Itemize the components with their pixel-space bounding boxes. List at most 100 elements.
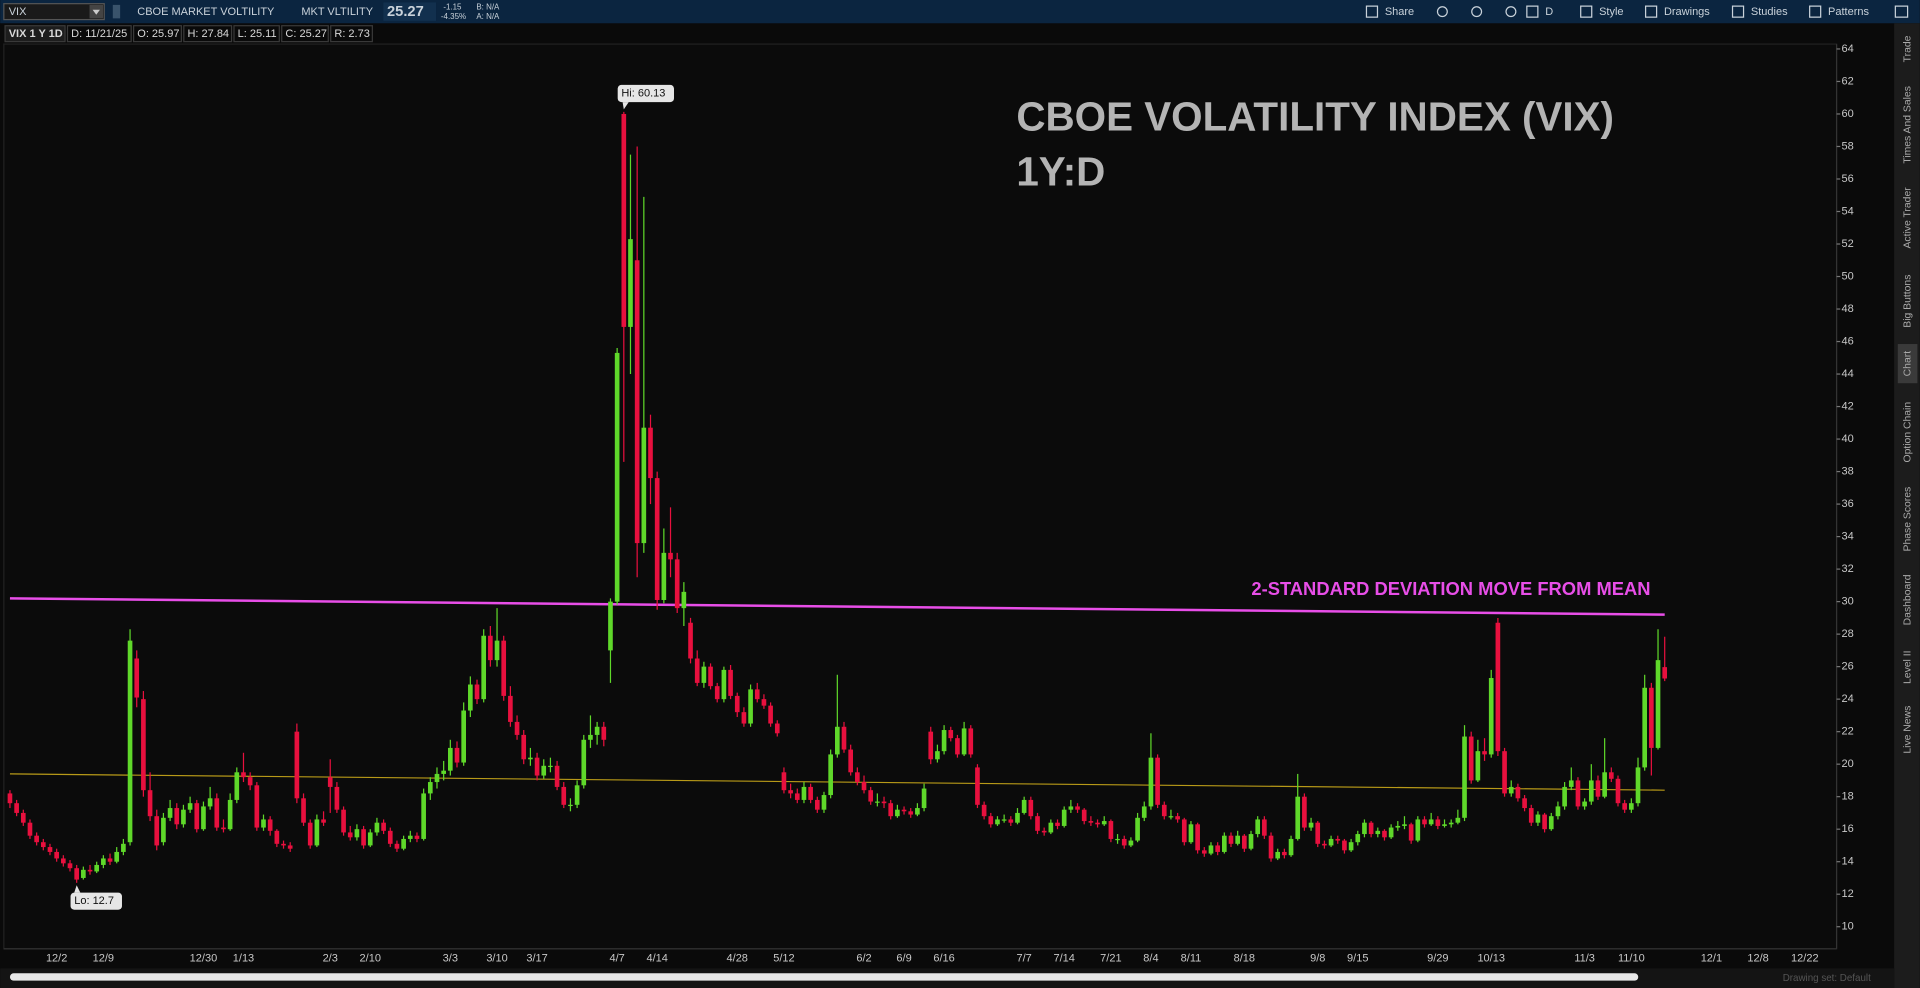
toolbar-icon[interactable] bbox=[1365, 5, 1379, 18]
candle-body bbox=[1355, 834, 1361, 843]
side-tab-label[interactable]: Phase Scores bbox=[1902, 487, 1913, 552]
side-tab-label[interactable]: Level II bbox=[1902, 650, 1913, 684]
annotation: 2-STANDARD DEVIATION MOVE FROM MEAN bbox=[1251, 578, 1650, 599]
toolbar-button[interactable]: Studies bbox=[1751, 6, 1788, 18]
side-tab[interactable]: Option Chain bbox=[1902, 402, 1913, 463]
menu-button[interactable] bbox=[1894, 5, 1909, 18]
side-tab[interactable]: Chart bbox=[1897, 344, 1918, 384]
toolbar-icon-button[interactable] bbox=[1471, 6, 1483, 18]
candle-body bbox=[528, 757, 533, 760]
toolbar-icon[interactable] bbox=[1580, 5, 1593, 18]
x-tick-label: 8/11 bbox=[1181, 953, 1202, 965]
toolbar-icon[interactable] bbox=[1644, 5, 1658, 18]
candle-body bbox=[1555, 806, 1561, 817]
side-tab[interactable]: Level II bbox=[1902, 650, 1913, 684]
candle-body bbox=[1021, 799, 1027, 813]
y-tick-label: 38 bbox=[1841, 465, 1853, 477]
side-tab[interactable]: Trade bbox=[1902, 35, 1913, 62]
side-tab-label[interactable]: Big Buttons bbox=[1902, 275, 1913, 328]
symbol-input[interactable] bbox=[3, 3, 105, 21]
side-tab[interactable]: Phase Scores bbox=[1902, 487, 1913, 552]
candle-body bbox=[1508, 786, 1514, 794]
toolbar-icon[interactable] bbox=[1731, 5, 1745, 18]
x-tick-label: 5/12 bbox=[773, 953, 794, 965]
candle-body bbox=[214, 798, 220, 828]
candle-body bbox=[501, 640, 507, 696]
x-tick-label: 12/1 bbox=[1701, 953, 1722, 965]
side-tab[interactable]: Times And Sales bbox=[1902, 86, 1913, 164]
candle-body bbox=[935, 751, 940, 760]
candle-body bbox=[1195, 824, 1200, 851]
dropdown-arrow bbox=[92, 9, 100, 15]
toolbar-icon[interactable] bbox=[1526, 5, 1539, 18]
candle-body bbox=[1262, 819, 1267, 836]
scrollbar-thumb[interactable] bbox=[9, 973, 1639, 981]
candle-body bbox=[454, 747, 460, 763]
side-tab-label[interactable]: Times And Sales bbox=[1902, 86, 1913, 164]
toolbar-icon-button[interactable] bbox=[1436, 6, 1448, 18]
toolbar-button[interactable]: Drawings bbox=[1664, 6, 1710, 18]
candle-body bbox=[161, 817, 166, 843]
info-row: VIX 1 Y 1D D: 11/21/25 O: 25.97 H: 27.84 L: … bbox=[4, 25, 373, 43]
candle-body bbox=[1115, 838, 1120, 841]
x-tick-label: 12/22 bbox=[1791, 953, 1819, 965]
side-tab[interactable]: Big Buttons bbox=[1902, 275, 1913, 328]
candle-body bbox=[708, 666, 713, 687]
candle-body bbox=[1221, 835, 1227, 852]
candle-body bbox=[788, 790, 793, 794]
candle-body bbox=[1422, 819, 1427, 825]
candle-body bbox=[294, 731, 300, 799]
y-tick-label: 36 bbox=[1841, 498, 1853, 510]
candle-body bbox=[1622, 803, 1627, 810]
toolbar-button[interactable]: Style bbox=[1599, 6, 1623, 18]
candle-body bbox=[354, 829, 360, 838]
side-tab-active bbox=[1897, 344, 1918, 384]
candle-body bbox=[1575, 780, 1581, 807]
candle-body bbox=[181, 809, 186, 825]
candle-body bbox=[1655, 660, 1661, 748]
trend-line bbox=[9, 597, 1665, 616]
side-tab[interactable]: Dashboard bbox=[1902, 574, 1913, 625]
side-tab-label[interactable]: Active Trader bbox=[1902, 187, 1913, 249]
side-tab-label[interactable]: Option Chain bbox=[1902, 402, 1913, 463]
candle-body bbox=[1442, 824, 1447, 826]
candle-body bbox=[334, 786, 340, 810]
x-tick-label: 12/8 bbox=[1747, 953, 1768, 965]
info-value: L: 25.11 bbox=[238, 28, 277, 40]
symbol-short-name: MKT VLTILITY bbox=[301, 6, 373, 18]
candle-body bbox=[1308, 822, 1314, 828]
candle-body bbox=[1428, 819, 1434, 825]
info-box bbox=[4, 25, 66, 43]
candle-body bbox=[988, 816, 994, 825]
candle-body bbox=[1468, 736, 1474, 781]
x-tick-label: 3/17 bbox=[526, 953, 547, 965]
side-tab[interactable]: Active Trader bbox=[1902, 187, 1913, 249]
symbol[interactable]: VIX bbox=[9, 6, 27, 18]
y-tick-label: 16 bbox=[1841, 823, 1853, 835]
candle-body bbox=[201, 806, 206, 830]
x-tick-label: 6/16 bbox=[933, 953, 954, 965]
candle-body bbox=[1181, 819, 1187, 843]
toolbar-button[interactable]: Share bbox=[1385, 6, 1414, 18]
side-tab-label[interactable]: Trade bbox=[1902, 35, 1913, 62]
toolbar-button[interactable]: D bbox=[1545, 6, 1553, 18]
toolbar-button[interactable]: Patterns bbox=[1828, 6, 1869, 18]
side-tab-label[interactable]: Chart bbox=[1902, 351, 1913, 377]
side-tab-label[interactable]: Dashboard bbox=[1902, 574, 1913, 625]
candle-body bbox=[694, 658, 700, 683]
candle-body bbox=[508, 695, 513, 722]
candle-body bbox=[634, 260, 640, 544]
toolbar-icon[interactable] bbox=[1809, 5, 1822, 18]
side-tabs: Trade Times And Sales Active Trader Big But… bbox=[1897, 35, 1918, 754]
candle-body bbox=[928, 731, 934, 760]
link-icon[interactable] bbox=[112, 4, 121, 19]
candle-body bbox=[54, 851, 59, 859]
side-tab[interactable]: Live News bbox=[1902, 706, 1913, 754]
y-tick-label: 18 bbox=[1841, 791, 1853, 803]
chart-subtitle: 1Y:D bbox=[1016, 149, 1105, 195]
drawing-set[interactable]: Drawing set: Default bbox=[1783, 973, 1871, 984]
candle-body bbox=[1582, 801, 1587, 807]
side-tab-label[interactable]: Live News bbox=[1902, 706, 1913, 754]
y-tick-label: 34 bbox=[1841, 531, 1853, 543]
toolbar-icon-button[interactable] bbox=[1505, 6, 1517, 18]
